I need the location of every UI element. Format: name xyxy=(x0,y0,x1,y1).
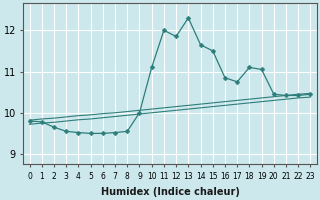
X-axis label: Humidex (Indice chaleur): Humidex (Indice chaleur) xyxy=(100,187,239,197)
